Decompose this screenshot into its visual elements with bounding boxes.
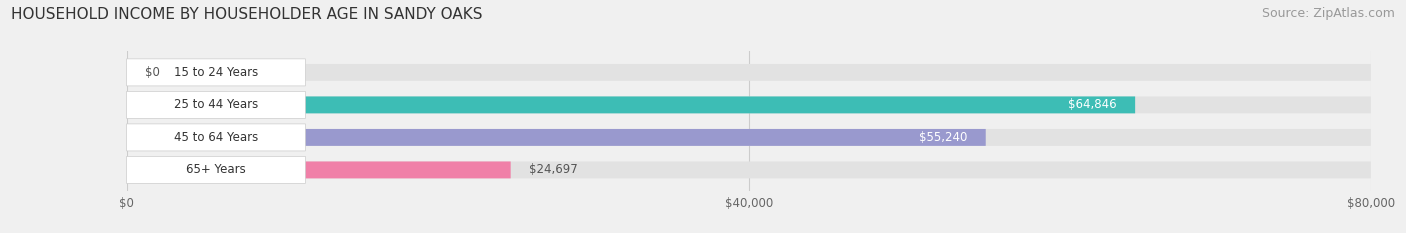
FancyBboxPatch shape: [127, 156, 305, 183]
Text: 15 to 24 Years: 15 to 24 Years: [174, 66, 259, 79]
FancyBboxPatch shape: [127, 161, 1371, 178]
FancyBboxPatch shape: [127, 64, 1371, 81]
FancyBboxPatch shape: [127, 124, 305, 151]
Text: 65+ Years: 65+ Years: [186, 163, 246, 176]
Text: $55,240: $55,240: [918, 131, 967, 144]
Text: 45 to 64 Years: 45 to 64 Years: [174, 131, 259, 144]
Text: Source: ZipAtlas.com: Source: ZipAtlas.com: [1261, 7, 1395, 20]
FancyBboxPatch shape: [127, 91, 305, 118]
Text: $0: $0: [145, 66, 160, 79]
FancyBboxPatch shape: [127, 129, 986, 146]
Text: HOUSEHOLD INCOME BY HOUSEHOLDER AGE IN SANDY OAKS: HOUSEHOLD INCOME BY HOUSEHOLDER AGE IN S…: [11, 7, 482, 22]
Text: 25 to 44 Years: 25 to 44 Years: [174, 98, 259, 111]
Text: $64,846: $64,846: [1067, 98, 1116, 111]
FancyBboxPatch shape: [127, 96, 1135, 113]
FancyBboxPatch shape: [127, 59, 305, 86]
Text: $24,697: $24,697: [529, 163, 578, 176]
FancyBboxPatch shape: [127, 161, 510, 178]
FancyBboxPatch shape: [127, 129, 1371, 146]
FancyBboxPatch shape: [127, 96, 1371, 113]
